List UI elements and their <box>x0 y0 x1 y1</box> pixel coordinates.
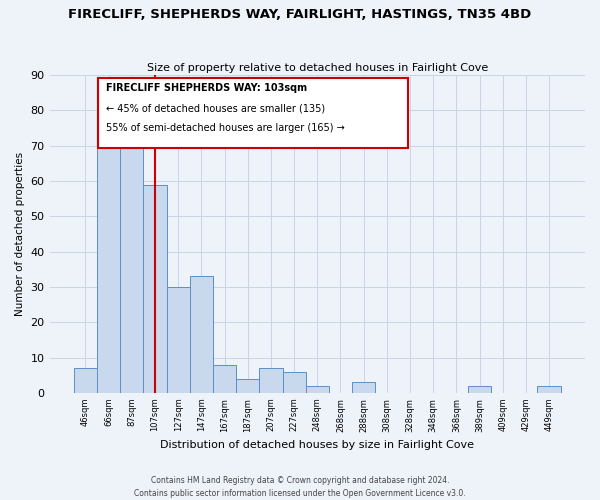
Bar <box>305 386 329 393</box>
FancyBboxPatch shape <box>98 78 408 148</box>
Bar <box>213 364 236 393</box>
Text: 55% of semi-detached houses are larger (165) →: 55% of semi-detached houses are larger (… <box>106 123 344 133</box>
Bar <box>190 276 213 393</box>
Bar <box>538 386 560 393</box>
Text: Contains HM Land Registry data © Crown copyright and database right 2024.
Contai: Contains HM Land Registry data © Crown c… <box>134 476 466 498</box>
Bar <box>97 146 120 393</box>
Text: FIRECLIFF, SHEPHERDS WAY, FAIRLIGHT, HASTINGS, TN35 4BD: FIRECLIFF, SHEPHERDS WAY, FAIRLIGHT, HAS… <box>68 8 532 20</box>
Bar <box>259 368 283 393</box>
Bar <box>283 372 305 393</box>
Title: Size of property relative to detached houses in Fairlight Cove: Size of property relative to detached ho… <box>146 63 488 73</box>
Text: ← 45% of detached houses are smaller (135): ← 45% of detached houses are smaller (13… <box>106 103 325 113</box>
Bar <box>143 184 167 393</box>
Bar <box>468 386 491 393</box>
Bar <box>236 378 259 393</box>
Bar <box>352 382 375 393</box>
Bar <box>120 128 143 393</box>
Y-axis label: Number of detached properties: Number of detached properties <box>15 152 25 316</box>
Text: FIRECLIFF SHEPHERDS WAY: 103sqm: FIRECLIFF SHEPHERDS WAY: 103sqm <box>106 83 307 93</box>
X-axis label: Distribution of detached houses by size in Fairlight Cove: Distribution of detached houses by size … <box>160 440 474 450</box>
Bar <box>167 287 190 393</box>
Bar <box>74 368 97 393</box>
